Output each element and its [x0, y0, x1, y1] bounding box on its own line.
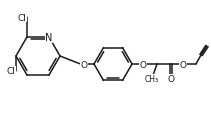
Text: Cl: Cl [7, 67, 15, 76]
Text: O: O [81, 60, 88, 69]
Text: Cl: Cl [18, 13, 26, 22]
Text: O: O [180, 60, 187, 69]
Text: N: N [45, 33, 53, 43]
Text: CH₃: CH₃ [145, 75, 159, 84]
Text: O: O [168, 75, 174, 84]
Text: O: O [139, 60, 146, 69]
